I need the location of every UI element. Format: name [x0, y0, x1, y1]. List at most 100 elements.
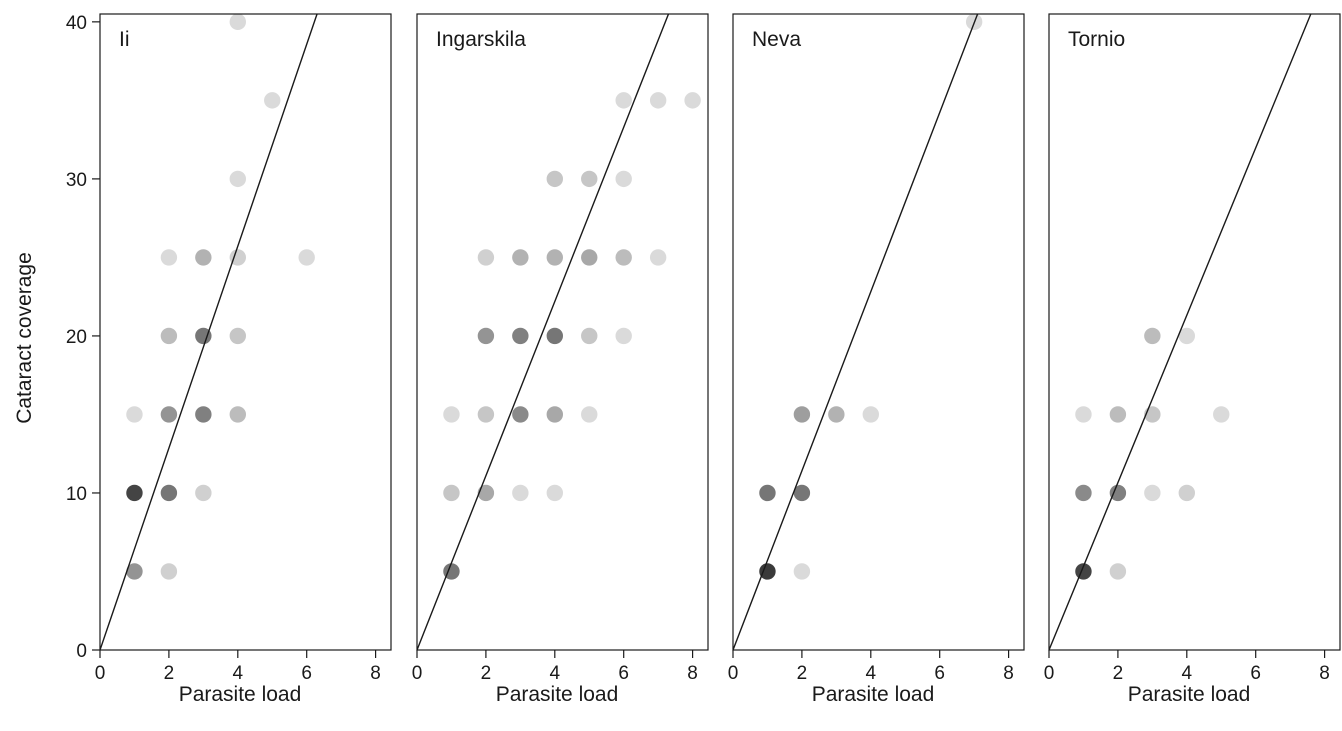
- data-point: [160, 484, 178, 502]
- data-point: [160, 563, 178, 580]
- data-point: [126, 563, 143, 580]
- data-point: [443, 484, 460, 502]
- data-point: [581, 406, 598, 423]
- x-tick-label: 8: [370, 663, 381, 684]
- data-point: [1109, 563, 1127, 580]
- data-point: [828, 406, 845, 423]
- x-tick-label: 6: [934, 663, 945, 684]
- data-point: [160, 249, 178, 266]
- data-point: [195, 327, 212, 345]
- points-group: [443, 92, 701, 580]
- x-tick-label: 2: [164, 663, 175, 684]
- data-point: [195, 484, 212, 502]
- data-point: [512, 327, 529, 345]
- x-axis-title: Parasite load: [1128, 683, 1251, 706]
- regression-line: [100, 14, 318, 650]
- x-tick-label: 2: [1113, 663, 1124, 684]
- data-point: [649, 92, 667, 109]
- data-point: [684, 92, 701, 109]
- data-point: [126, 406, 143, 423]
- panel-frame: [99, 13, 392, 651]
- panel-2: Neva 0 2 4 6 8 Parasite load: [728, 13, 1025, 706]
- x-tick-label: 6: [1250, 663, 1261, 684]
- y-tick-label: 20: [66, 327, 87, 348]
- data-point: [862, 406, 879, 423]
- x-tick-label: 6: [301, 663, 312, 684]
- data-point: [1109, 406, 1127, 423]
- x-tick-label: 0: [95, 663, 106, 684]
- panel-3: Tornio 0 2 4 6 8 Parasite load: [1044, 13, 1341, 706]
- panel-0: Ii 0 2 4 6 8 Parasite load 0 10 20 30 40: [66, 13, 392, 706]
- data-point: [477, 327, 495, 345]
- y-axis-title: Cataract coverage: [13, 252, 36, 424]
- data-point: [1075, 484, 1092, 502]
- data-point: [477, 249, 495, 266]
- x-tick-label: 4: [866, 663, 877, 684]
- data-point: [546, 249, 563, 266]
- regression-line: [1049, 14, 1312, 650]
- data-point: [229, 406, 246, 423]
- data-point: [649, 249, 667, 266]
- data-point: [793, 406, 811, 423]
- x-tick-label: 0: [1044, 663, 1055, 684]
- panel-1: Ingarskila 0 2 4 6 8 Parasite load: [412, 13, 709, 706]
- panel-frame: [732, 13, 1025, 651]
- data-point: [195, 249, 212, 266]
- data-point: [581, 170, 598, 188]
- data-point: [229, 14, 246, 31]
- data-point: [1109, 484, 1127, 502]
- data-point: [581, 249, 598, 266]
- panel-frame: [1048, 13, 1341, 651]
- data-point: [160, 406, 178, 423]
- data-point: [1213, 406, 1230, 423]
- data-point: [264, 92, 281, 109]
- y-tick-label: 0: [76, 641, 87, 662]
- y-tick-label: 40: [66, 13, 87, 34]
- data-point: [1144, 484, 1161, 502]
- data-point: [546, 484, 563, 502]
- x-tick-label: 4: [1182, 663, 1193, 684]
- x-tick-label: 2: [797, 663, 808, 684]
- data-point: [546, 406, 563, 423]
- data-point: [615, 92, 632, 109]
- data-point: [477, 406, 495, 423]
- x-tick-label: 8: [687, 663, 698, 684]
- x-axis-title: Parasite load: [179, 683, 302, 706]
- y-tick-label: 10: [66, 484, 87, 505]
- data-point: [581, 327, 598, 345]
- data-point: [229, 249, 246, 266]
- data-point: [126, 484, 143, 502]
- x-axis-title: Parasite load: [496, 683, 619, 706]
- data-point: [615, 249, 632, 266]
- panel-frame: [416, 13, 709, 651]
- data-point: [615, 170, 632, 188]
- x-tick-label: 0: [728, 663, 739, 684]
- data-point: [546, 170, 563, 188]
- data-point: [195, 406, 212, 423]
- x-axis-title: Parasite load: [812, 683, 935, 706]
- x-tick-label: 0: [412, 663, 423, 684]
- panel-title: Neva: [752, 28, 801, 51]
- data-point: [160, 327, 178, 345]
- data-point: [512, 406, 529, 423]
- points-group: [126, 14, 315, 580]
- x-tick-label: 8: [1003, 663, 1014, 684]
- panel-title: Ii: [119, 28, 130, 51]
- data-point: [512, 249, 529, 266]
- x-tick-label: 8: [1319, 663, 1330, 684]
- panel-title: Tornio: [1068, 28, 1125, 51]
- data-point: [546, 327, 563, 345]
- data-point: [1144, 327, 1161, 345]
- data-point: [443, 563, 460, 580]
- data-point: [759, 563, 776, 580]
- data-point: [443, 406, 460, 423]
- data-point: [1178, 327, 1196, 345]
- data-point: [229, 170, 246, 188]
- x-tick-label: 4: [550, 663, 561, 684]
- regression-line: [417, 14, 670, 650]
- data-point: [793, 484, 811, 502]
- data-point: [229, 327, 246, 345]
- y-tick-label: 30: [66, 170, 87, 191]
- x-tick-label: 4: [233, 663, 244, 684]
